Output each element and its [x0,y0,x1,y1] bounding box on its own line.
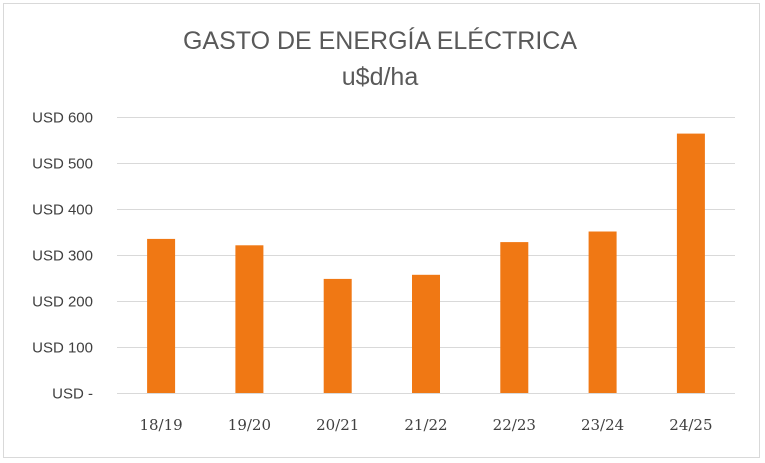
y-tick-label: USD 200 [32,294,93,311]
chart-area [3,3,760,458]
y-tick-label: USD - [52,386,93,403]
bar-22-23 [500,242,529,393]
y-tick-label: USD 300 [32,248,93,265]
bar-24-25 [676,133,705,393]
x-tick-label: 20/21 [316,416,359,434]
chart-title: GASTO DE ENERGÍA ELÉCTRICA [183,26,577,55]
y-tick-label: USD 600 [32,110,93,127]
bar-18-19 [147,238,176,393]
bar-23-24 [588,231,617,393]
bar-19-20 [235,245,264,393]
x-tick-label: 24/25 [669,416,712,434]
y-tick-label: USD 500 [32,156,93,173]
x-tick-label: 19/20 [228,416,271,434]
x-axis-tick-labels: 18/19 19/20 20/21 21/22 22/23 23/24 24/25 [139,416,712,434]
bar-21-22 [412,274,440,393]
bars [147,133,705,393]
x-tick-label: 21/22 [404,416,447,434]
x-tick-label: 22/23 [493,416,536,434]
gridlines [117,117,735,394]
x-tick-label: 18/19 [139,416,182,434]
y-tick-label: USD 400 [32,202,93,219]
y-tick-label: USD 100 [32,340,93,357]
chart-subtitle: u$d/ha [342,63,419,91]
y-axis-tick-labels: USD - USD 100 USD 200 USD 300 USD 400 USD 500… [32,110,93,403]
bar-20-21 [323,278,352,393]
x-tick-label: 23/24 [581,416,624,434]
